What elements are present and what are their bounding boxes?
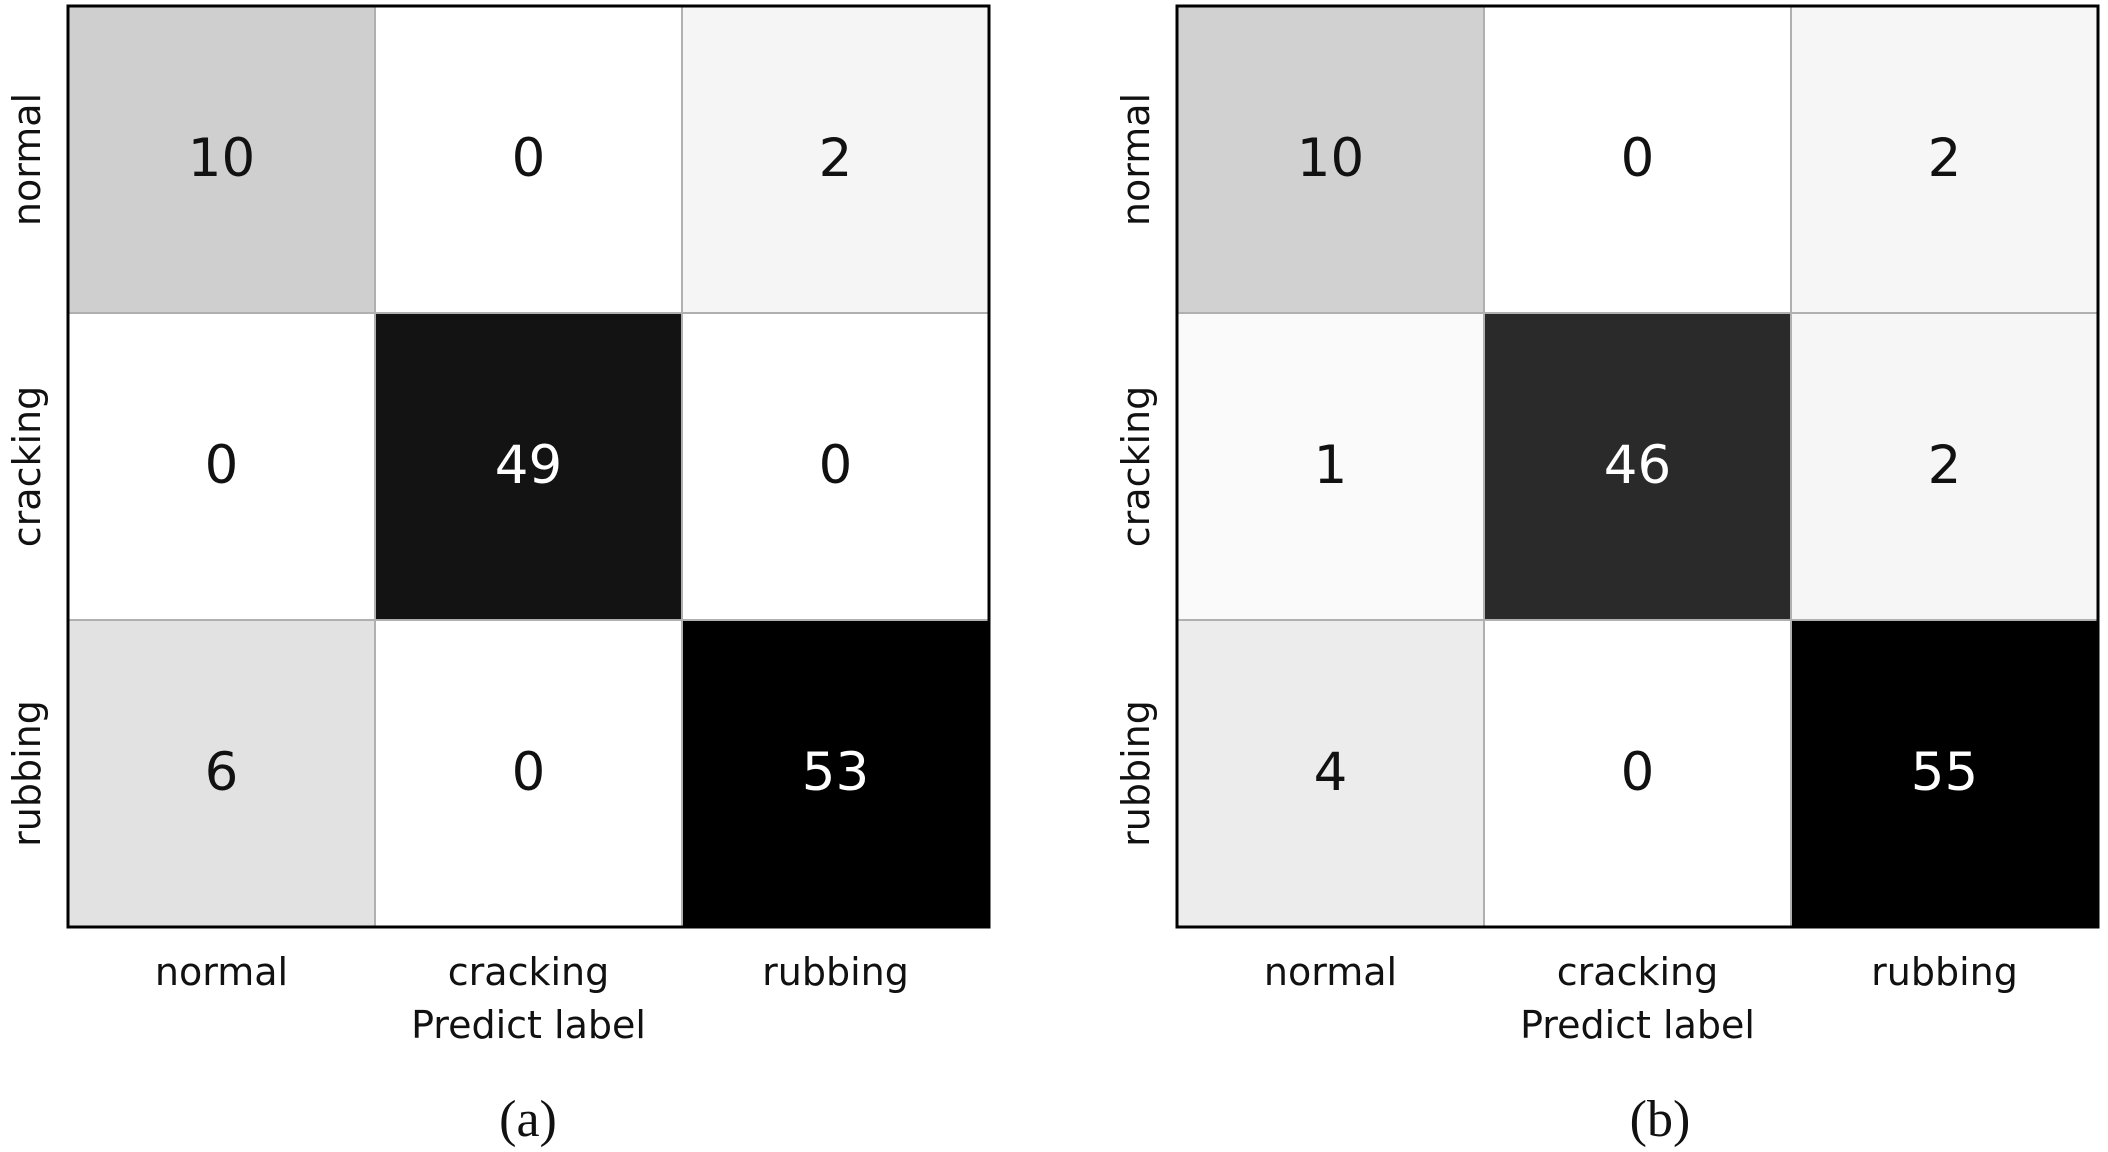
cell-value-label: 46	[1604, 435, 1671, 496]
cell-rubbing-rubbing	[1790, 619, 2099, 928]
confusion-matrix-b: 10 0 2 1 46 2 4 0 55 normal cracking rubbing normal c…	[1114, 4, 2100, 1148]
y-tick-label-normal: normal	[5, 93, 49, 226]
x-tick-label-normal: normal	[1264, 950, 1397, 994]
cell-value-label: 0	[819, 435, 853, 496]
plot-frame	[1175, 4, 2100, 929]
cell-cracking-cracking	[1483, 312, 1792, 621]
cell-value-label: 49	[495, 435, 562, 496]
x-tick-label-cracking: cracking	[448, 950, 609, 994]
y-tick-label-rubbing: rubbing	[1114, 700, 1158, 847]
panel-label: (b)	[1630, 1091, 1691, 1148]
y-tick-label-rubbing: rubbing	[5, 700, 49, 847]
x-tick-label-cracking: cracking	[1557, 950, 1718, 994]
cell-value-label: 55	[1911, 742, 1978, 803]
x-tick-label-rubbing: rubbing	[1871, 950, 2018, 994]
cell-value-label: 2	[1928, 435, 1962, 496]
cell-value-label: 2	[819, 128, 853, 189]
cell-normal-cracking	[1483, 5, 1792, 314]
x-tick-label-normal: normal	[155, 950, 288, 994]
panel-label: (a)	[499, 1091, 557, 1148]
cell-normal-rubbing	[1790, 5, 2099, 314]
y-tick-label-cracking: cracking	[1114, 386, 1158, 547]
cell-value-label: 10	[188, 128, 255, 189]
cell-cracking-normal	[1176, 312, 1485, 621]
cell-cracking-rubbing	[681, 312, 990, 621]
cell-value-label: 10	[1297, 128, 1364, 189]
cell-cracking-rubbing	[1790, 312, 2099, 621]
cell-rubbing-normal	[67, 619, 376, 928]
cell-value-label: 2	[1928, 128, 1962, 189]
cell-value-label: 53	[802, 742, 869, 803]
cell-value-label: 0	[1621, 742, 1655, 803]
cell-value-label: 4	[1314, 742, 1348, 803]
cell-normal-normal	[67, 5, 376, 314]
x-axis-label: Predict label	[411, 1003, 646, 1047]
cell-rubbing-cracking	[1483, 619, 1792, 928]
cell-value-label: 0	[512, 128, 546, 189]
cell-normal-cracking	[374, 5, 683, 314]
x-tick-label-rubbing: rubbing	[762, 950, 909, 994]
cell-rubbing-normal	[1176, 619, 1485, 928]
plot-frame	[66, 4, 991, 929]
x-axis-label: Predict label	[1520, 1003, 1755, 1047]
cell-normal-normal	[1176, 5, 1485, 314]
cell-value-label: 6	[205, 742, 239, 803]
cell-value-label: 0	[512, 742, 546, 803]
confusion-matrix-a: 10 0 2 0 49 0 6 0 53 normal cracking rubbing normal c…	[5, 4, 991, 1148]
y-tick-label-normal: normal	[1114, 93, 1158, 226]
cell-cracking-normal	[67, 312, 376, 621]
cell-value-label: 0	[1621, 128, 1655, 189]
y-tick-label-cracking: cracking	[5, 386, 49, 547]
cell-rubbing-cracking	[374, 619, 683, 928]
cell-value-label: 0	[205, 435, 239, 496]
cell-value-label: 1	[1314, 435, 1348, 496]
cell-cracking-cracking	[374, 312, 683, 621]
